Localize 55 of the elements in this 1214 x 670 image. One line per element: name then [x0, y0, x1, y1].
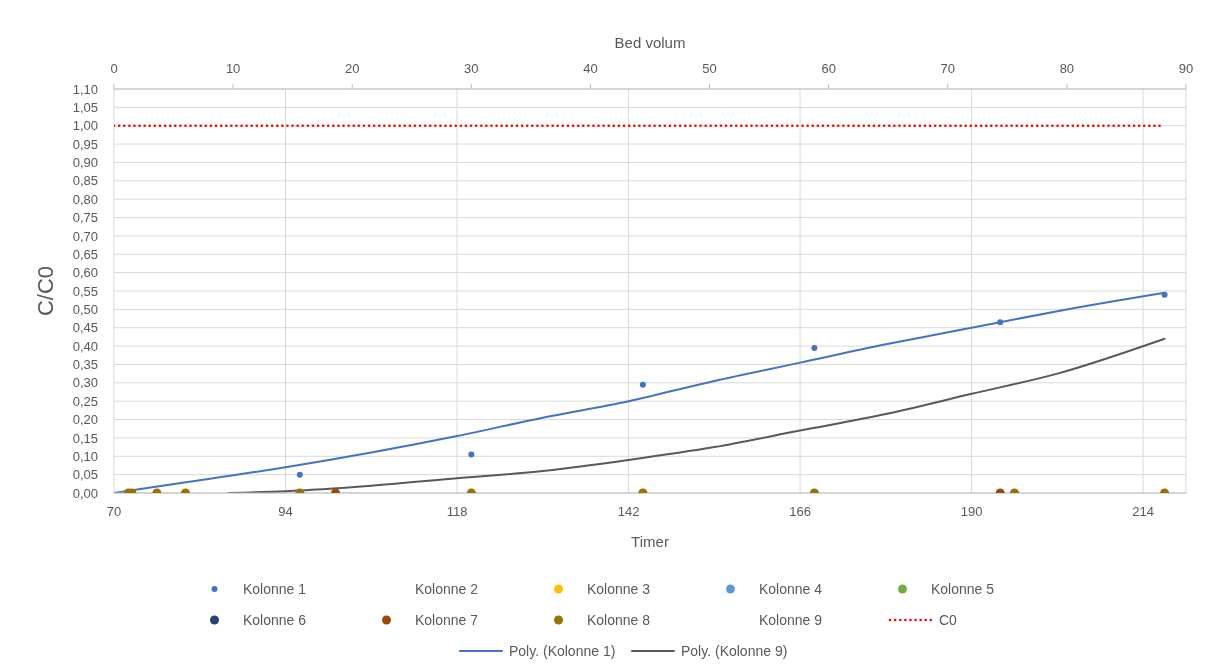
x2-tick-label: 20 — [344, 61, 360, 76]
legend-label: Kolonne 1 — [243, 580, 307, 597]
y-tick-label: 0,75 — [72, 210, 98, 226]
x2-tick-label: 80 — [1059, 61, 1075, 76]
y-tick-label: 0,60 — [72, 265, 98, 281]
y-tick-label: 0,70 — [72, 228, 98, 244]
x2-tick-label: 10 — [225, 61, 241, 76]
y-tick-label: 1,10 — [72, 81, 98, 97]
x2-tick-label: 40 — [583, 61, 598, 76]
legend-label: Kolonne 8 — [587, 611, 651, 628]
legend-label: Poly. (Kolonne 9) — [681, 642, 788, 659]
text: Kolonne 9 — [759, 611, 823, 628]
y-tick-label: 0,55 — [72, 283, 98, 299]
legend-label: Kolonne 5 — [931, 580, 995, 597]
y-tick-label: 0,25 — [72, 393, 98, 409]
legend-label: Kolonne 6 — [243, 611, 307, 628]
x2-axis-title: Bed volum — [614, 34, 686, 51]
y-tick-label: 0,00 — [72, 485, 98, 501]
x-tick-label: 142 — [617, 504, 640, 520]
x2-tick-label: 50 — [702, 61, 717, 76]
legend-label: C0 — [939, 611, 957, 628]
y-axis-title: C/C0 — [32, 265, 58, 317]
y-tick-label: 0,30 — [72, 375, 98, 391]
x2-tick-label: 30 — [464, 61, 479, 76]
y-tick-label: 0,95 — [72, 136, 98, 152]
x-tick-label: 214 — [1132, 504, 1154, 520]
y-tick-label: 1,00 — [72, 118, 98, 134]
y-tick-label: 0,50 — [72, 301, 98, 317]
y-tick-label: 0,90 — [72, 155, 98, 171]
x2-tick-label: 90 — [1178, 61, 1194, 76]
y-tick-label: 0,80 — [72, 191, 98, 207]
y-tick-label: 1,05 — [72, 99, 98, 115]
x-tick-label: 190 — [960, 504, 983, 520]
y-tick-label: 0,45 — [72, 320, 98, 336]
y-tick-label: 0,20 — [72, 412, 98, 428]
y-tick-label: 0,10 — [72, 448, 98, 464]
x-tick-label: 70 — [106, 504, 122, 520]
legend-label: Kolonne 3 — [587, 580, 651, 597]
x2-tick-label: 60 — [821, 61, 836, 76]
x-axis-title: Timer — [631, 533, 669, 550]
x-tick-label: 118 — [446, 504, 468, 520]
x-tick-label: 166 — [789, 504, 811, 520]
y-tick-label: 0,40 — [72, 338, 98, 354]
y-tick-label: 0,15 — [72, 430, 98, 446]
y-tick-label: 0,85 — [72, 173, 98, 189]
legend-label: Kolonne 4 — [759, 580, 823, 597]
y-tick-label: 0,05 — [72, 467, 98, 483]
x2-tick-label: 0 — [110, 61, 118, 76]
y-tick-label: 0,65 — [72, 246, 98, 262]
legend-label: Kolonne 7 — [415, 611, 479, 628]
text: Kolonne 2 — [415, 580, 479, 597]
x2-tick-label: 70 — [940, 61, 956, 76]
x-tick-label: 94 — [278, 504, 293, 520]
legend-label: Poly. (Kolonne 1) — [509, 642, 616, 659]
y-tick-label: 0,35 — [72, 357, 98, 373]
